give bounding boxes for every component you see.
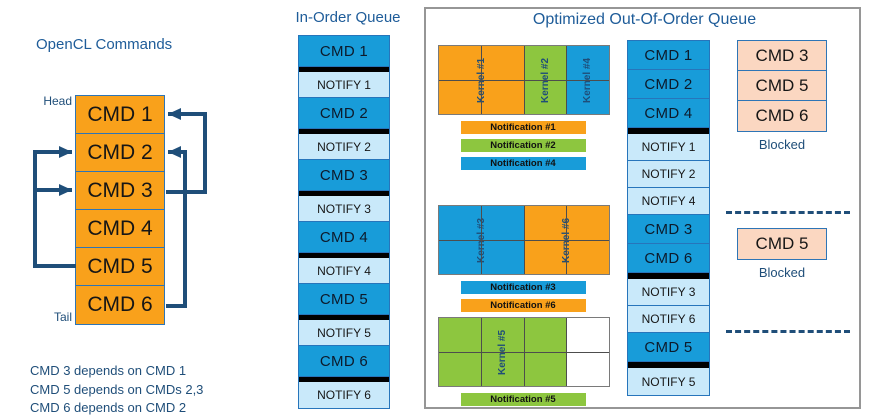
queue-row-cmd: CMD 3 <box>628 215 709 244</box>
queue-row-notify: NOTIFY 6 <box>299 382 389 408</box>
blocked-group-1: CMD 3 CMD 5 CMD 6 Blocked <box>737 40 827 152</box>
queue-separator-bar <box>628 273 709 279</box>
queue-separator-bar <box>628 128 709 134</box>
queue-row-notify: NOTIFY 3 <box>299 196 389 222</box>
kernel-block: Kernel #1 <box>439 46 524 114</box>
queue-separator-bar <box>299 191 389 196</box>
queue-row-cmd: CMD 2 <box>299 98 389 129</box>
blocked-command-box: CMD 5 <box>738 71 826 101</box>
queue-row-notify: NOTIFY 5 <box>299 320 389 346</box>
kernel-group-1: Kernel #1 Kernel #2 Kernel #4 Notification… <box>438 45 610 170</box>
queue-separator-bar <box>299 129 389 134</box>
queue-row-cmd: CMD 1 <box>628 41 709 70</box>
kernel-label: Kernel #2 <box>539 57 551 103</box>
command-box: CMD 4 <box>76 210 164 248</box>
queue-row-cmd: CMD 1 <box>299 36 389 67</box>
queue-separator-bar <box>299 377 389 382</box>
kernel-block: Kernel #2 <box>524 46 567 114</box>
kernel-label: Kernel #3 <box>476 217 487 263</box>
queue-row-cmd: CMD 5 <box>628 333 709 362</box>
dependency-note: CMD 5 depends on CMDs 2,3 <box>30 381 204 397</box>
queue-row-cmd: CMD 3 <box>299 160 389 191</box>
command-box: CMD 3 <box>76 172 164 210</box>
kernel-label: Kernel #5 <box>497 329 509 375</box>
queue-row-notify: NOTIFY 6 <box>628 306 709 333</box>
queue-separator-bar <box>299 315 389 320</box>
kernel-block: Kernel #3 <box>439 206 524 274</box>
queue-separator-bar <box>299 253 389 258</box>
notification-bar: Notification #2 <box>460 139 586 152</box>
blocked-label: Blocked <box>758 137 806 152</box>
dependency-notes: CMD 3 depends on CMD 1 CMD 5 depends on C… <box>30 362 203 418</box>
kernel-block: Kernel #6 <box>524 206 609 274</box>
kernel-group-2: Kernel #3 Kernel #6 Notification #3 Notifi… <box>438 205 610 312</box>
dashed-divider-2 <box>726 330 850 333</box>
kernel-grid: Kernel #1 Kernel #2 Kernel #4 <box>438 45 610 115</box>
kernel-grid: Kernel #3 Kernel #6 <box>438 205 610 275</box>
blocked-stack: CMD 5 <box>737 228 827 260</box>
kernel-label: Kernel #1 <box>476 57 487 103</box>
queue-row-notify: NOTIFY 4 <box>628 188 709 215</box>
opencl-commands-stack: CMD 1 CMD 2 CMD 3 CMD 4 CMD 5 CMD 6 <box>75 95 165 325</box>
queue-row-notify: NOTIFY 5 <box>628 368 709 395</box>
dependency-arrows <box>33 108 207 308</box>
dashed-divider-1 <box>726 211 850 214</box>
queue-row-cmd: CMD 6 <box>299 346 389 377</box>
command-box: CMD 2 <box>76 134 164 172</box>
blocked-label: Blocked <box>758 265 806 280</box>
kernel-label: Kernel #4 <box>582 57 594 103</box>
queue-row-cmd: CMD 6 <box>628 244 709 273</box>
kernel-label: Kernel #6 <box>561 217 572 263</box>
command-box: CMD 6 <box>76 286 164 324</box>
empty-grid-cell <box>566 318 609 386</box>
kernel-block: Kernel #4 <box>566 46 609 114</box>
notification-bars: Notification #3 Notification #6 <box>438 281 608 312</box>
queue-row-notify: NOTIFY 1 <box>628 134 709 161</box>
queue-row-notify: NOTIFY 1 <box>299 72 389 98</box>
queue-separator-bar <box>299 67 389 72</box>
kernel-group-3: Kernel #5 Notification #5 <box>438 317 610 406</box>
queue-row-notify: NOTIFY 4 <box>299 258 389 284</box>
command-box: CMD 5 <box>76 248 164 286</box>
arrow-cmd6-to-cmd2 <box>166 146 187 308</box>
notification-bar: Notification #1 <box>460 121 586 134</box>
head-label: Head <box>43 94 72 108</box>
blocked-command-box: CMD 5 <box>738 229 826 259</box>
kernel-block: Kernel #5 <box>439 318 567 386</box>
opencl-commands-title: OpenCL Commands <box>36 36 173 53</box>
command-box: CMD 1 <box>76 96 164 134</box>
queue-row-cmd: CMD 2 <box>628 70 709 99</box>
ooo-queue-title: Optimized Out-Of-Order Queue <box>532 11 757 28</box>
queue-row-notify: NOTIFY 3 <box>628 279 709 306</box>
notification-bar: Notification #4 <box>460 157 586 170</box>
in-order-queue-title: In-Order Queue <box>295 9 401 26</box>
notification-bar: Notification #3 <box>460 281 586 294</box>
blocked-command-box: CMD 6 <box>738 101 826 131</box>
queue-row-notify: NOTIFY 2 <box>299 134 389 160</box>
dependency-note: CMD 3 depends on CMD 1 <box>30 363 187 378</box>
notification-bars: Notification #5 <box>438 393 608 406</box>
arrow-cmd5-to-cmd2 <box>33 146 76 268</box>
kernel-grid: Kernel #5 <box>438 317 610 387</box>
queue-row-cmd: CMD 5 <box>299 284 389 315</box>
queue-row-notify: NOTIFY 2 <box>628 161 709 188</box>
blocked-group-2: CMD 5 Blocked <box>737 228 827 280</box>
queue-row-cmd: CMD 4 <box>299 222 389 253</box>
queue-row-cmd: CMD 4 <box>628 99 709 128</box>
notification-bars: Notification #1 Notification #2 Notificati… <box>438 121 608 170</box>
ooo-panel-border <box>424 7 861 409</box>
blocked-command-box: CMD 3 <box>738 41 826 71</box>
dependency-note: CMD 6 depends on CMD 2 <box>30 400 187 415</box>
notification-bar: Notification #5 <box>460 393 586 406</box>
notification-bar: Notification #6 <box>460 299 586 312</box>
queue-separator-bar <box>628 362 709 368</box>
tail-label: Tail <box>53 310 72 324</box>
blocked-stack: CMD 3 CMD 5 CMD 6 <box>737 40 827 132</box>
